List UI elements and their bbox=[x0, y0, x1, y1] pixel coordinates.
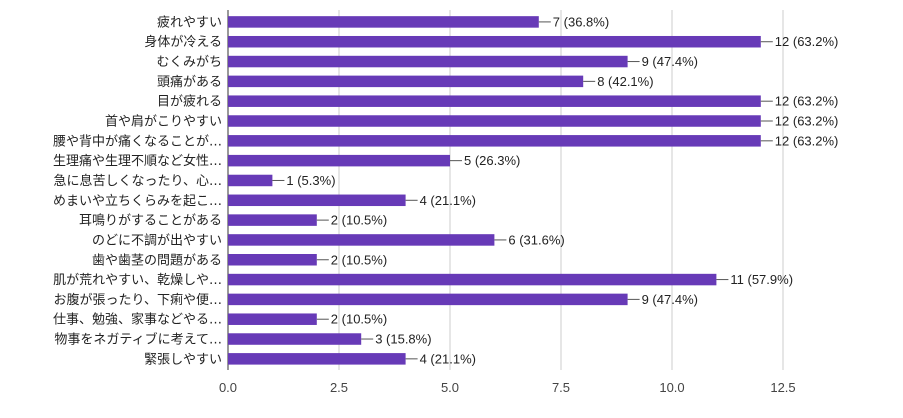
category-label: 肌が荒れやすい、乾燥しや… bbox=[53, 273, 222, 288]
category-label: 疲れやすい bbox=[157, 14, 222, 30]
data-label: 9 (47.4%) bbox=[642, 292, 698, 307]
x-tick-labels: 0.0 2.5 5.0 7.5 10.0 12.5 bbox=[219, 380, 796, 395]
bar bbox=[228, 293, 628, 306]
category-label: のどに不調が出やすい bbox=[92, 233, 222, 248]
category-label: 耳鳴りがすることがある bbox=[79, 214, 222, 229]
category-label: 首や肩がこりやすい bbox=[105, 114, 222, 130]
data-label: 8 (42.1%) bbox=[597, 74, 653, 89]
category-label: 頭痛がある bbox=[157, 74, 222, 90]
data-label: 12 (63.2%) bbox=[775, 94, 839, 109]
data-label: 1 (5.3%) bbox=[286, 173, 335, 188]
data-label: 6 (31.6%) bbox=[508, 232, 564, 247]
data-label: 9 (47.4%) bbox=[642, 54, 698, 69]
bar bbox=[228, 154, 450, 167]
x-tick-label: 0.0 bbox=[219, 380, 237, 395]
data-label: 7 (36.8%) bbox=[553, 14, 609, 29]
bar bbox=[228, 333, 362, 345]
category-label: 目が疲れる bbox=[157, 94, 222, 110]
bar bbox=[228, 254, 317, 266]
bar bbox=[228, 95, 761, 107]
category-label: 歯や歯茎の問題がある bbox=[92, 253, 222, 268]
data-label: 12 (63.2%) bbox=[775, 34, 839, 49]
category-label: 緊張しやすい bbox=[144, 352, 222, 367]
data-label: 4 (21.1%) bbox=[420, 193, 476, 208]
data-label: 3 (15.8%) bbox=[375, 332, 431, 347]
data-label: 2 (10.5%) bbox=[331, 213, 387, 228]
bar bbox=[228, 313, 317, 325]
category-label: お腹が張ったり、下痢や便… bbox=[54, 292, 222, 308]
x-tick-label: 2.5 bbox=[330, 380, 348, 395]
x-tick-label: 5.0 bbox=[441, 380, 459, 395]
category-labels: 疲れやすい身体が冷えるむくみがち頭痛がある目が疲れる首や肩がこりやすい腰や背中が… bbox=[53, 14, 222, 367]
category-label: 身体が冷える bbox=[144, 34, 222, 50]
bars bbox=[228, 16, 761, 365]
data-label: 2 (10.5%) bbox=[331, 312, 387, 327]
category-label: 急に息苦しくなったり、心… bbox=[54, 173, 222, 189]
category-label: 仕事、勉強、家事などやる… bbox=[53, 312, 222, 328]
bar bbox=[228, 35, 761, 48]
bar bbox=[228, 234, 495, 246]
bar bbox=[228, 75, 584, 88]
category-label: 生理痛や生理不順など女性… bbox=[53, 153, 222, 169]
bar bbox=[228, 16, 539, 28]
x-tick-label: 7.5 bbox=[552, 380, 570, 395]
data-label: 12 (63.2%) bbox=[775, 114, 839, 129]
bar bbox=[228, 273, 717, 286]
bar bbox=[228, 55, 628, 68]
bar bbox=[228, 353, 406, 365]
category-label: 物事をネガティブに考えて… bbox=[54, 332, 222, 348]
x-tick-label: 12.5 bbox=[770, 380, 795, 395]
category-label: 腰や背中が痛くなることが… bbox=[53, 133, 222, 149]
x-tick-label: 10.0 bbox=[659, 380, 684, 395]
gridlines bbox=[227, 10, 784, 370]
data-label: 11 (57.9%) bbox=[730, 272, 793, 287]
bar bbox=[228, 194, 406, 207]
bar bbox=[228, 214, 317, 226]
category-label: むくみがち bbox=[156, 55, 222, 70]
category-label: めまいや立ちくらみを起こ… bbox=[53, 194, 222, 209]
bar bbox=[228, 135, 761, 147]
data-label: 5 (26.3%) bbox=[464, 153, 520, 168]
data-label: 12 (63.2%) bbox=[775, 133, 839, 148]
data-label: 4 (21.1%) bbox=[420, 351, 476, 366]
bar bbox=[228, 174, 273, 187]
data-label: 2 (10.5%) bbox=[331, 252, 387, 267]
data-labels: 7 (36.8%) 12 (63.2%) 9 (47.4%) 8 (42.1%) 12 … bbox=[272, 14, 838, 366]
bar bbox=[228, 115, 761, 127]
